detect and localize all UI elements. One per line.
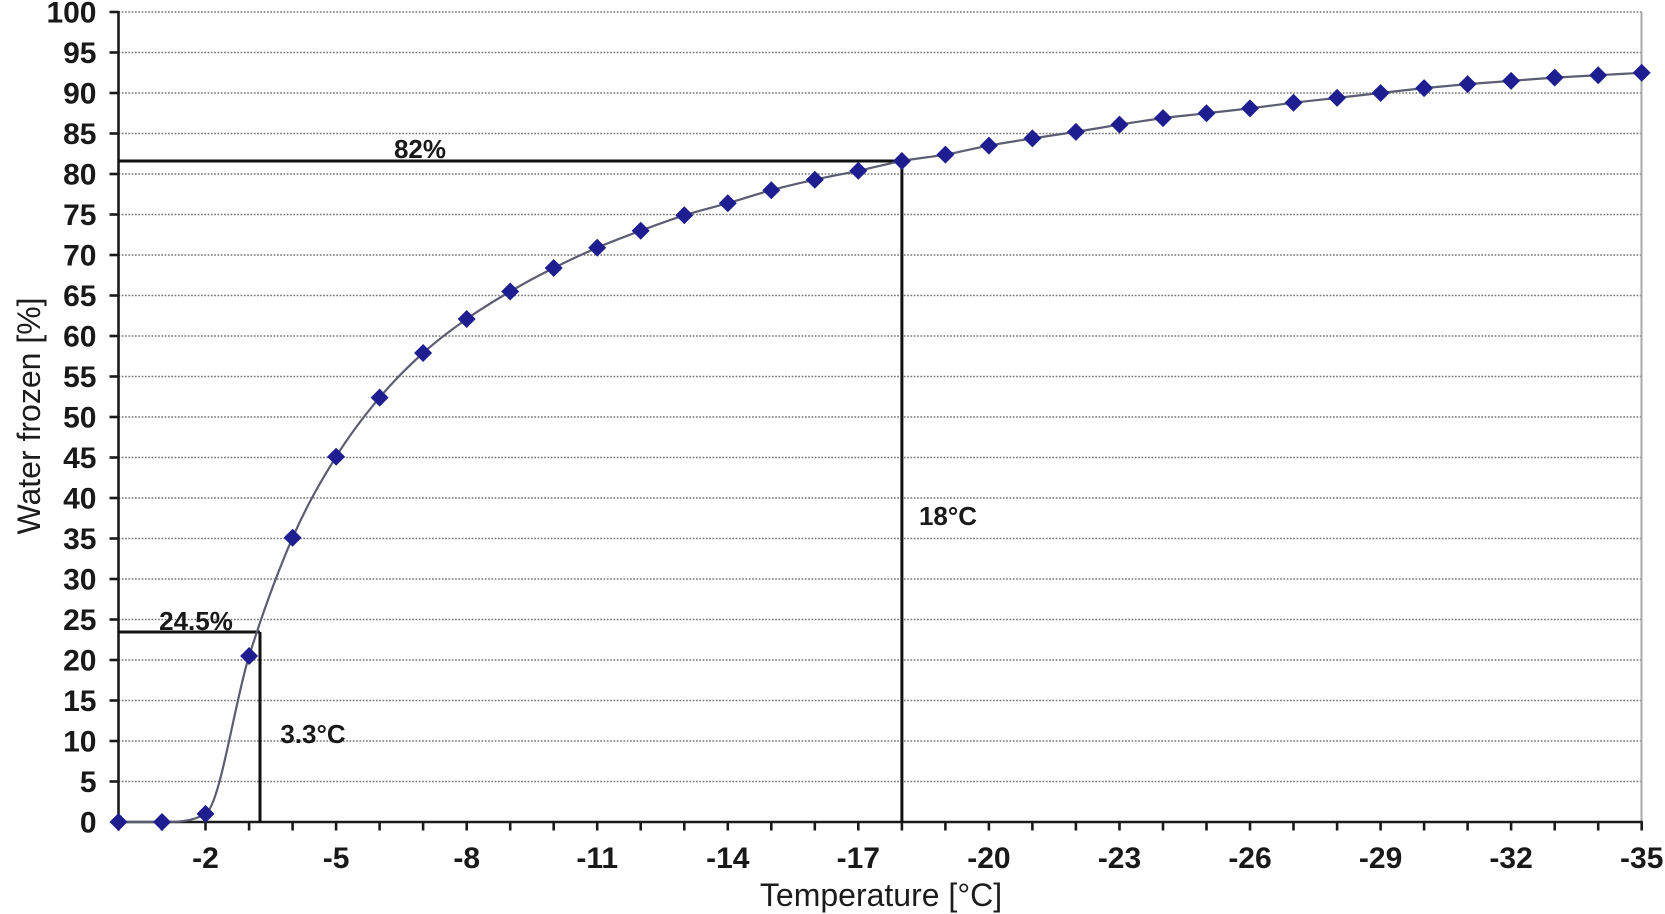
svg-text:-2: -2: [192, 842, 219, 875]
svg-text:25: 25: [63, 604, 96, 637]
svg-text:65: 65: [63, 280, 96, 313]
svg-text:-29: -29: [1359, 842, 1402, 875]
svg-text:-32: -32: [1489, 842, 1532, 875]
svg-text:75: 75: [63, 199, 96, 232]
svg-text:18°C: 18°C: [919, 501, 977, 531]
svg-text:45: 45: [63, 442, 96, 475]
svg-text:85: 85: [63, 118, 96, 151]
svg-text:82%: 82%: [394, 134, 446, 164]
svg-text:-11: -11: [576, 842, 618, 875]
svg-text:5: 5: [80, 766, 97, 799]
svg-text:20: 20: [63, 645, 96, 678]
svg-text:3.3°C: 3.3°C: [280, 719, 346, 749]
svg-text:55: 55: [63, 361, 96, 394]
svg-text:-20: -20: [967, 842, 1010, 875]
svg-text:-17: -17: [837, 842, 880, 875]
svg-text:60: 60: [63, 321, 96, 354]
svg-text:10: 10: [63, 726, 96, 759]
svg-text:-35: -35: [1620, 842, 1663, 875]
svg-text:95: 95: [63, 37, 96, 70]
svg-text:100: 100: [46, 0, 96, 30]
svg-text:-26: -26: [1228, 842, 1271, 875]
svg-text:Water frozen [%]: Water frozen [%]: [11, 297, 47, 534]
svg-text:15: 15: [63, 685, 96, 718]
svg-text:-23: -23: [1098, 842, 1141, 875]
svg-text:70: 70: [63, 240, 96, 273]
svg-text:40: 40: [63, 483, 96, 516]
svg-text:35: 35: [63, 523, 96, 556]
svg-text:50: 50: [63, 402, 96, 435]
svg-text:0: 0: [80, 807, 97, 840]
svg-text:Temperature [°C]: Temperature [°C]: [760, 877, 1002, 913]
svg-text:-14: -14: [706, 842, 750, 875]
svg-text:90: 90: [63, 78, 96, 111]
svg-text:-8: -8: [453, 842, 480, 875]
svg-text:80: 80: [63, 159, 96, 192]
svg-text:-5: -5: [323, 842, 350, 875]
svg-text:24.5%: 24.5%: [159, 606, 233, 636]
svg-text:30: 30: [63, 564, 96, 597]
